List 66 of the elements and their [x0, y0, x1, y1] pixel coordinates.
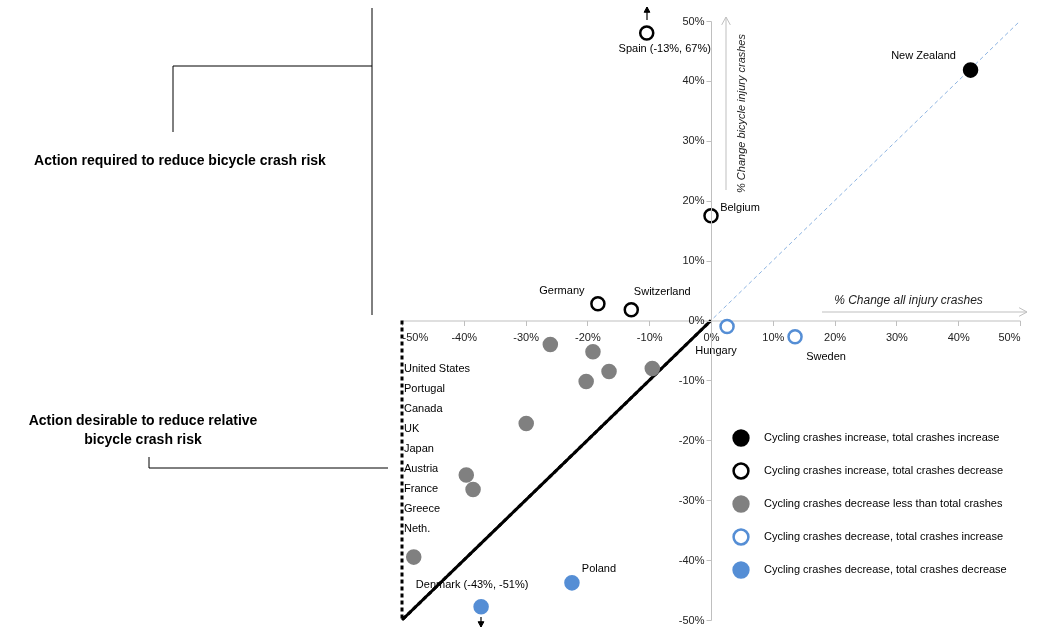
y-tick-label: -10%: [678, 373, 705, 386]
annotation: Canada: [404, 402, 444, 414]
y-tick-label: 30%: [682, 134, 705, 147]
point: [590, 295, 606, 312]
annotation: Greece: [404, 502, 441, 514]
point: [542, 336, 559, 353]
x-axis-title: % Change all injury crashes: [834, 293, 983, 307]
point: [601, 363, 617, 380]
point: [719, 318, 735, 335]
annotation: Sweden: [806, 349, 846, 362]
annotation: New Zealand: [891, 49, 956, 62]
annotation: Hungary: [695, 344, 738, 357]
annotation: Japan: [404, 442, 434, 454]
legend-label: Cycling crashes decrease less than total crashes: [764, 497, 1003, 509]
point: [473, 599, 489, 615]
x-tick-label: -10%: [636, 331, 663, 343]
x-tick-label: -40%: [451, 331, 478, 343]
y-tick-label: -50%: [678, 613, 705, 626]
y-tick-label: -40%: [678, 553, 705, 566]
text: Action required to reduce bicycle crash risk: [34, 152, 327, 168]
y-tick-label: 0%: [688, 314, 705, 326]
point: [564, 575, 580, 591]
y-axis-title: % Change bicycle injury crashes: [734, 33, 747, 193]
point: [703, 207, 719, 224]
x-tick-label: -50%: [402, 331, 429, 343]
text: Action desirable to reduce relative bicycle crash risk: [28, 412, 258, 447]
annotation: Switzerland: [633, 284, 691, 297]
x-tick-label: 40%: [947, 331, 970, 343]
annotation: Portugal: [404, 382, 445, 394]
point: [638, 25, 655, 41]
annotation: Germany: [539, 283, 586, 296]
point: [962, 62, 979, 78]
point: [585, 343, 601, 360]
annotation: Neth.: [404, 522, 431, 534]
annotation: Belgium: [720, 200, 760, 213]
y-tick-label: 10%: [682, 254, 705, 267]
annotation: Spain (-13%, 67%): [618, 41, 711, 54]
annotation: Austria: [404, 462, 440, 474]
y-tick-label: 50%: [682, 14, 705, 27]
x-tick-label: 0%: [703, 331, 720, 343]
x-tick-label: 20%: [824, 331, 847, 343]
point: [623, 301, 640, 318]
point: [578, 373, 594, 390]
annotation: United States: [404, 362, 471, 374]
x-tick-label: 30%: [885, 331, 909, 343]
x-tick-label: 50%: [998, 331, 1021, 343]
y-tick-label: 20%: [682, 194, 705, 207]
legend-label: Cycling crashes increase, total crashes decrease: [764, 464, 1004, 476]
legend-label: Cycling crashes decrease, total crashes decrease: [764, 563, 1007, 575]
annotation: France: [404, 482, 439, 494]
y-tick-label: -30%: [678, 493, 705, 506]
point: [465, 481, 481, 498]
y-tick-label: -20%: [678, 433, 705, 446]
legend-label: Cycling crashes decrease, total crashes increase: [764, 530, 1004, 542]
point: [787, 328, 803, 345]
point: [458, 467, 475, 483]
point: [405, 549, 422, 565]
x-tick-label: 10%: [762, 331, 785, 343]
x-tick-label: -20%: [575, 331, 601, 343]
annotation: Poland: [581, 561, 617, 574]
annotation: UK: [404, 422, 420, 434]
y-tick-label: 40%: [682, 74, 705, 87]
legend-label: Cycling crashes increase, total crashes increase: [764, 431, 1000, 443]
x-tick-label: -30%: [513, 331, 540, 343]
point: [644, 360, 661, 377]
point: [518, 415, 534, 432]
